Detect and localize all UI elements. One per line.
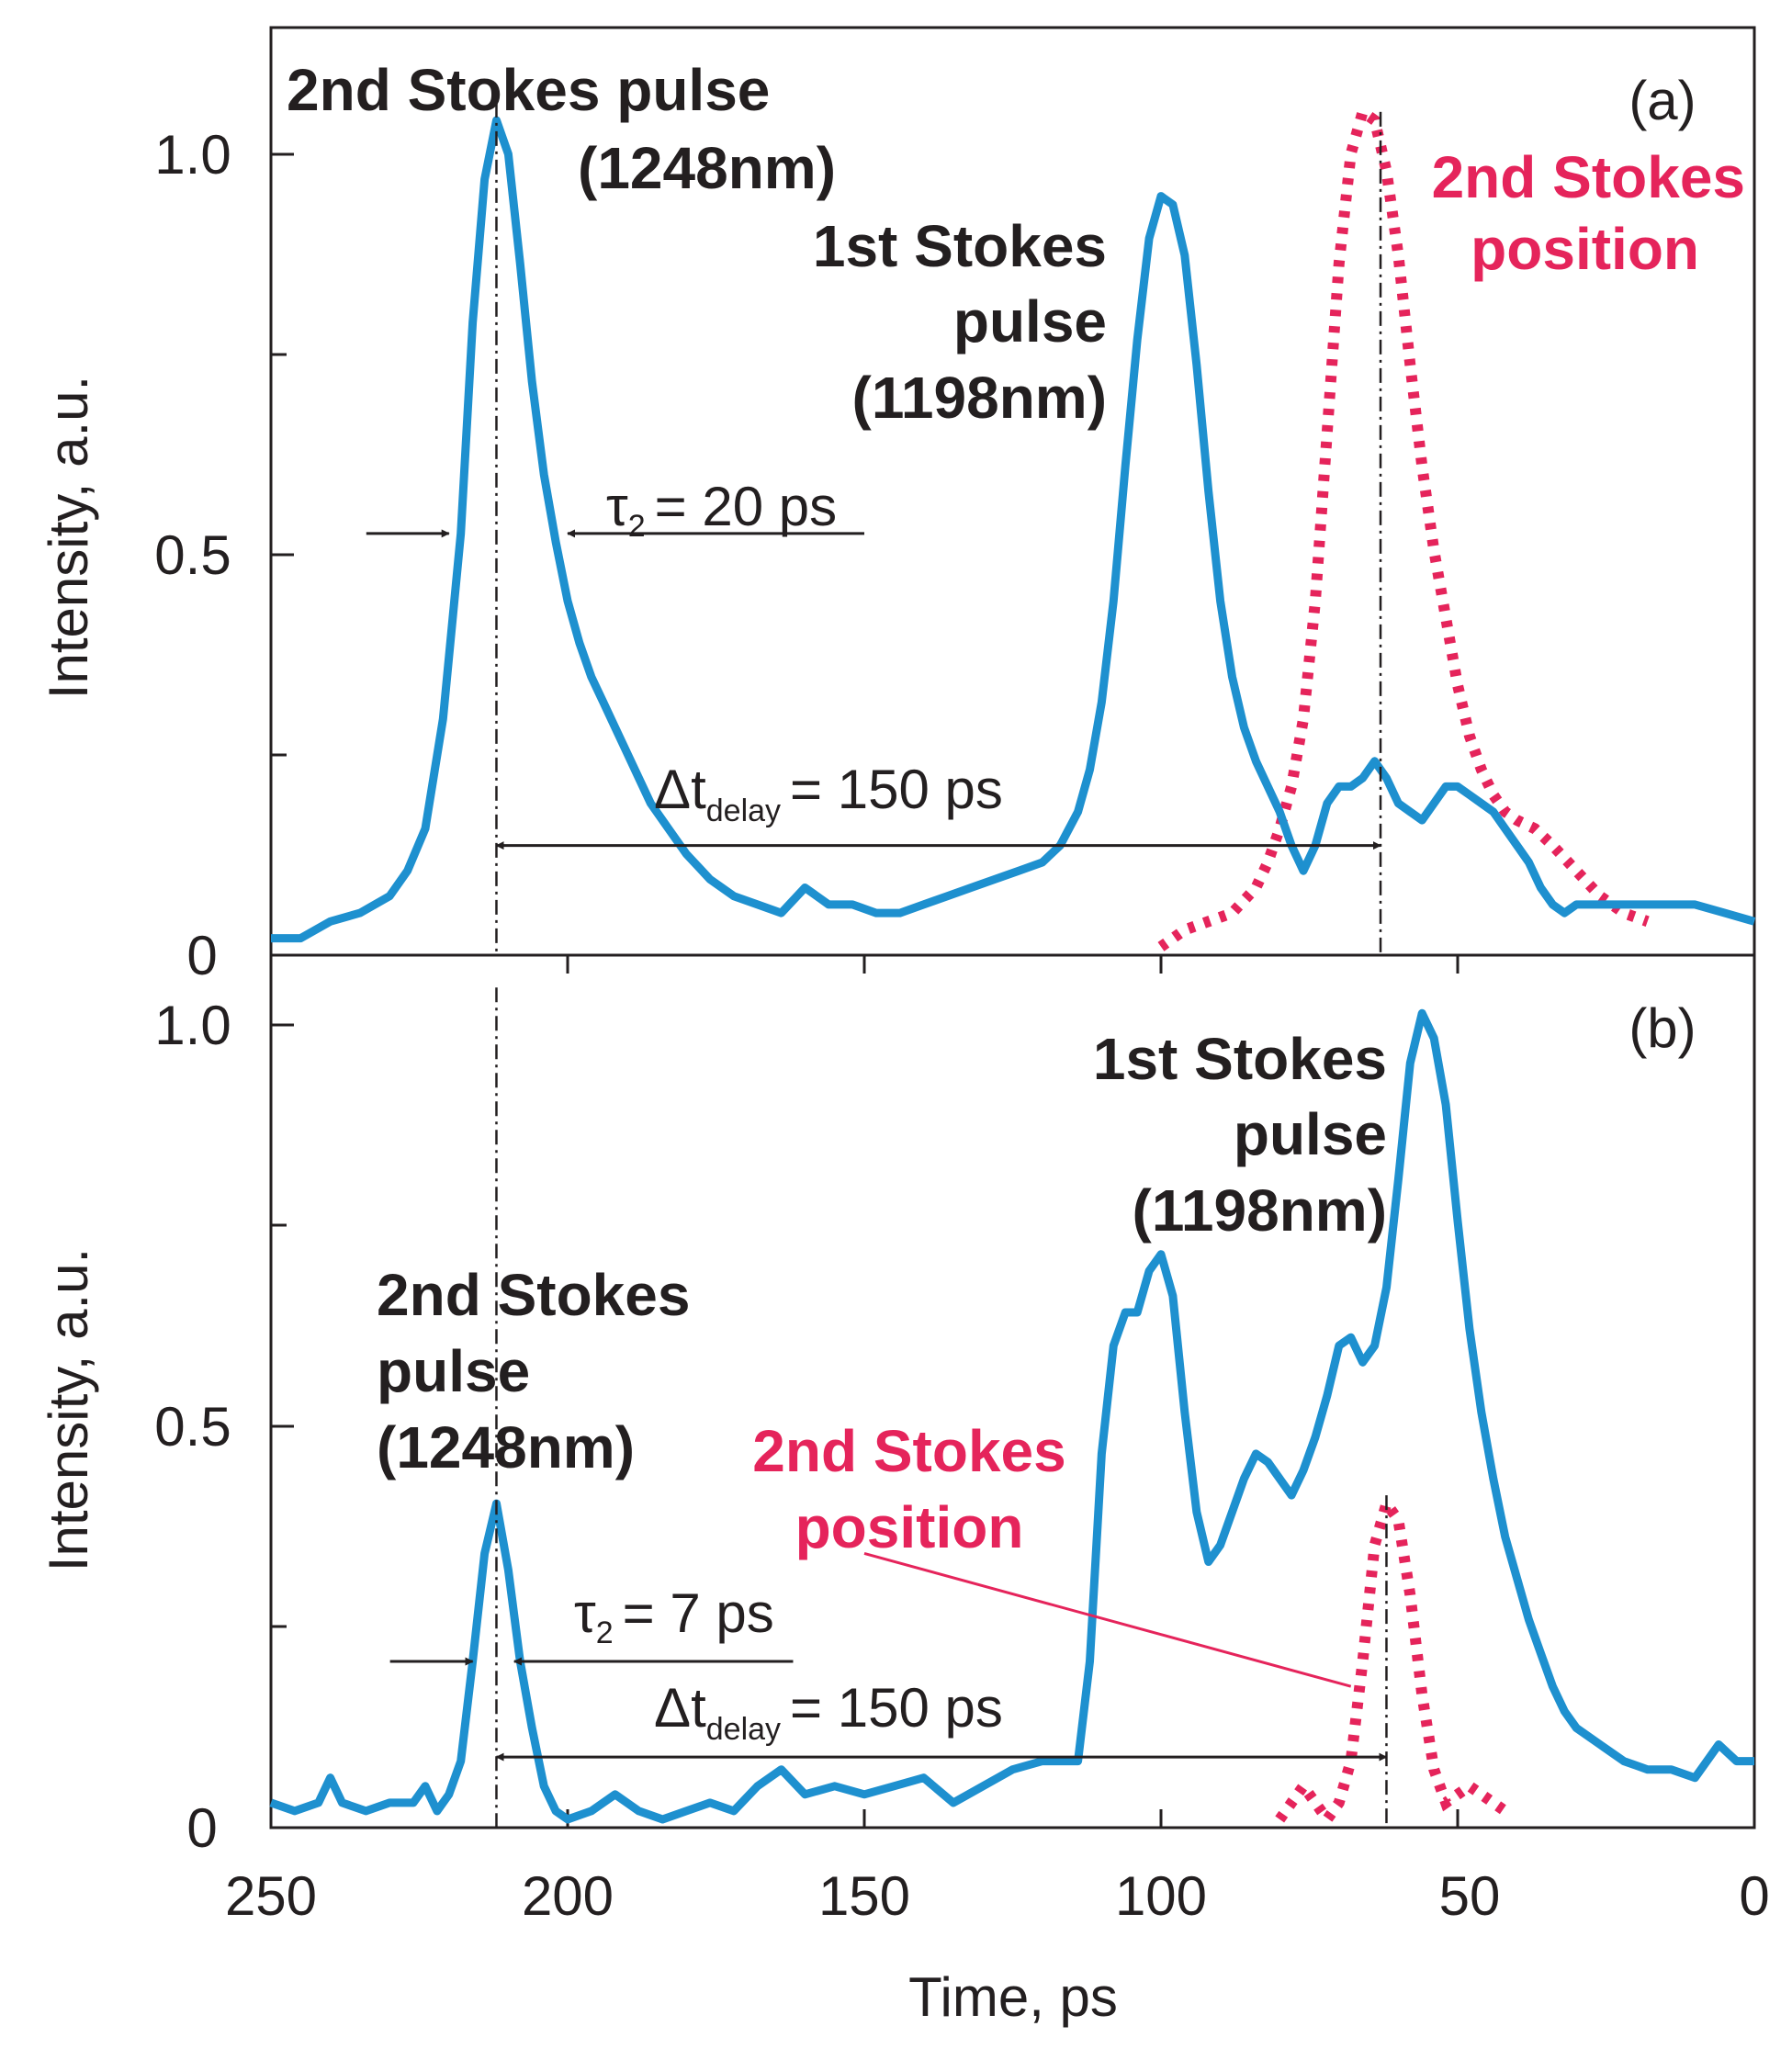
y-tick-label-a-1: 1.0 bbox=[154, 124, 231, 186]
x-tick-label-0: 0 bbox=[1739, 1865, 1769, 1927]
x-tick-label-100: 100 bbox=[1115, 1865, 1207, 1927]
tau-symbol-b: τ bbox=[574, 1582, 596, 1644]
delay-label-a: Δtdelay = 150 ps bbox=[654, 759, 1003, 828]
label-b-pink-line2: position bbox=[795, 1494, 1024, 1560]
tau-value-a: = 20 ps bbox=[655, 476, 838, 537]
tau-symbol-a: τ bbox=[606, 476, 628, 537]
delay-value-b: = 150 ps bbox=[790, 1677, 1003, 1739]
y-axis-title-b: Intensity, a.u. bbox=[38, 1248, 99, 1571]
label-a-2nd-stokes-line1: 2nd Stokes pulse bbox=[287, 57, 770, 123]
label-a-2nd-stokes-line2: (1248nm) bbox=[578, 135, 836, 201]
label-a-pink-line1: 2nd Stokes bbox=[1432, 144, 1745, 210]
x-axis-title: Time, ps bbox=[908, 1966, 1118, 2028]
pointer-line-b bbox=[863, 1551, 1352, 1688]
label-a-1st-stokes-line1: 1st Stokes bbox=[813, 213, 1107, 279]
y-tick-label-b-0: 0 bbox=[186, 1797, 217, 1859]
y-tick-label-b-1: 1.0 bbox=[154, 995, 231, 1056]
y-axis-title-a: Intensity, a.u. bbox=[38, 376, 99, 699]
label-a-1st-stokes-line2: pulse bbox=[953, 288, 1107, 355]
label-b-2nd-stokes-line2: pulse bbox=[377, 1338, 530, 1404]
x-tick-label-150: 150 bbox=[818, 1865, 910, 1927]
y-tick-label-a-05: 0.5 bbox=[154, 524, 231, 586]
x-tick-label-250: 250 bbox=[225, 1865, 317, 1927]
label-b-2nd-stokes-line3: (1248nm) bbox=[377, 1414, 635, 1480]
series-b-measured-pulses bbox=[269, 1008, 1754, 1824]
label-b-1st-stokes-line1: 1st Stokes bbox=[1093, 1026, 1387, 1092]
delay-symbol-a: Δt bbox=[654, 759, 706, 820]
y-tick-label-a-0: 0 bbox=[186, 925, 217, 986]
label-b-pink-line1: 2nd Stokes bbox=[752, 1418, 1065, 1484]
label-a-pink-line2: position bbox=[1471, 216, 1699, 282]
label-b-1st-stokes-line3: (1198nm) bbox=[1133, 1177, 1387, 1244]
series-a-2nd-stokes-position bbox=[1157, 102, 1650, 951]
delay-symbol-b: Δt bbox=[654, 1677, 706, 1739]
delay-value-a: = 150 ps bbox=[790, 759, 1003, 820]
tau-label-b: τ2 = 7 ps bbox=[574, 1582, 774, 1650]
panel-a: 0 0.5 1.0 Intensity, a.u. (a) 2nd Stokes… bbox=[38, 26, 1756, 986]
delay-sub-b: delay bbox=[706, 1712, 781, 1747]
x-tick-label-50: 50 bbox=[1439, 1865, 1501, 1927]
panel-b: 0 0.5 1.0 250 200 150 100 50 0 Time, ps … bbox=[38, 953, 1770, 2028]
series-b-2nd-stokes-position bbox=[1275, 1491, 1509, 1829]
delay-sub-a: delay bbox=[706, 794, 781, 828]
tau-value-b: = 7 ps bbox=[623, 1582, 774, 1644]
panel-tag-b: (b) bbox=[1629, 997, 1696, 1059]
x-tick-label-200: 200 bbox=[522, 1865, 614, 1927]
label-b-2nd-stokes-line1: 2nd Stokes bbox=[377, 1262, 690, 1328]
y-tick-label-b-05: 0.5 bbox=[154, 1396, 231, 1458]
panel-b-frame bbox=[269, 953, 1756, 1829]
series-a-measured-pulses bbox=[271, 116, 1756, 943]
label-b-1st-stokes-line2: pulse bbox=[1234, 1101, 1387, 1167]
tau-sub-a: 2 bbox=[628, 509, 646, 544]
delay-label-b: Δtdelay = 150 ps bbox=[654, 1677, 1003, 1747]
tau-sub-b: 2 bbox=[596, 1615, 614, 1650]
tau-label-a: τ2 = 20 ps bbox=[606, 476, 837, 544]
label-a-1st-stokes-line3: (1198nm) bbox=[852, 365, 1107, 431]
panel-tag-a: (a) bbox=[1629, 70, 1696, 131]
